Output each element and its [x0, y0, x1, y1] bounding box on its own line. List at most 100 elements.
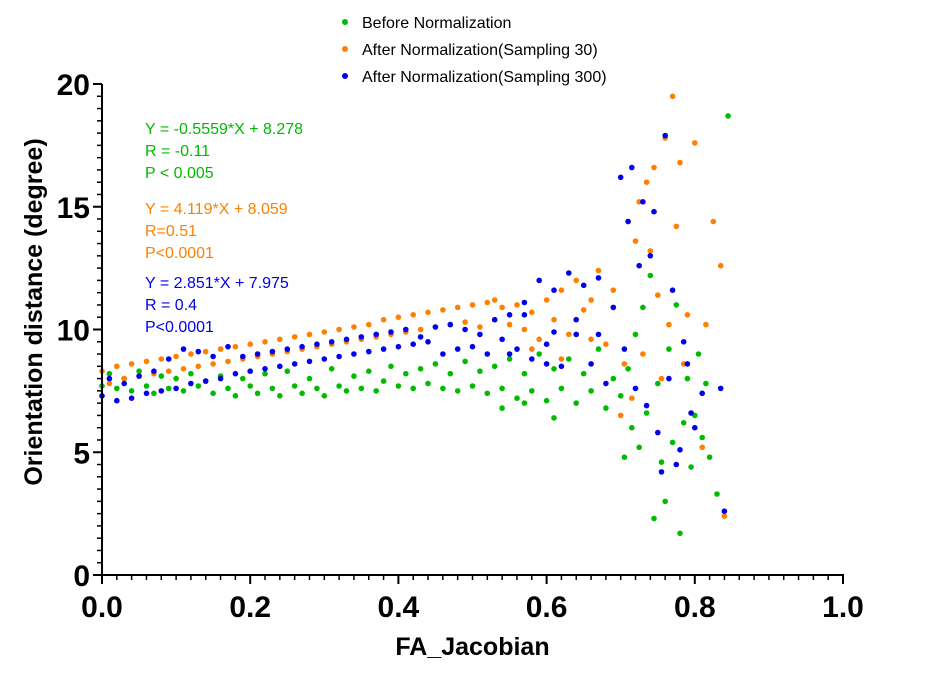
data-point [621, 346, 628, 352]
data-point [640, 199, 646, 205]
data-point [403, 326, 409, 333]
data-point [188, 351, 194, 357]
data-point [543, 297, 550, 303]
data-point [491, 297, 498, 303]
data-point [692, 140, 698, 146]
data-point [247, 383, 253, 389]
data-point [395, 314, 402, 321]
data-point [321, 329, 328, 335]
data-point [314, 385, 320, 392]
data-point [543, 397, 550, 404]
data-point [677, 530, 683, 537]
data-point [180, 346, 187, 352]
data-point [262, 370, 268, 377]
data-point [343, 388, 350, 394]
data-point [595, 346, 602, 352]
data-point [721, 513, 728, 519]
data-point [625, 218, 631, 225]
data-point [717, 262, 724, 269]
data-point [629, 395, 635, 402]
data-point [484, 351, 491, 357]
data-point [717, 385, 724, 392]
fit-stat-text: Y = 2.851*X + 7.975 [145, 275, 289, 292]
data-point [662, 132, 668, 139]
data-point [232, 343, 239, 350]
data-point [643, 410, 650, 416]
data-point [388, 363, 394, 370]
data-point [158, 356, 165, 362]
data-point [603, 405, 609, 411]
data-point [469, 302, 476, 308]
data-point [617, 393, 624, 399]
data-point [695, 351, 702, 357]
data-point [673, 302, 680, 308]
data-point [173, 353, 179, 360]
data-point [277, 363, 283, 370]
data-point [551, 329, 557, 335]
data-point [210, 353, 216, 360]
fit-stat-text: Y = -0.5559*X + 8.278 [145, 121, 303, 138]
fit-stat-text: Y = 4.119*X + 8.059 [145, 201, 288, 218]
data-point [499, 385, 505, 392]
data-point [658, 375, 665, 382]
data-point [640, 351, 646, 357]
data-point [454, 388, 461, 394]
data-point [595, 275, 602, 281]
data-point [573, 331, 579, 338]
data-point [180, 366, 187, 372]
data-point [658, 459, 665, 465]
data-point [351, 373, 357, 379]
data-point [588, 336, 594, 343]
data-point [114, 385, 120, 392]
data-point [629, 424, 635, 431]
data-point [432, 324, 439, 330]
data-point [277, 393, 283, 399]
data-point [566, 331, 572, 338]
legend-marker [342, 19, 348, 25]
data-point [128, 361, 135, 367]
data-point [417, 366, 424, 372]
data-point [499, 336, 505, 343]
data-point [617, 174, 624, 181]
data-point [180, 388, 187, 394]
data-point [284, 346, 291, 352]
data-point [677, 447, 683, 453]
data-point [202, 348, 209, 355]
series-3 [99, 132, 728, 514]
data-point [395, 343, 402, 350]
data-point [403, 370, 409, 377]
data-point [703, 380, 709, 387]
data-point [158, 388, 165, 394]
data-point [225, 358, 231, 365]
data-point [529, 346, 535, 352]
data-point [366, 321, 372, 328]
data-point [306, 375, 313, 382]
data-point [291, 334, 298, 340]
data-point [306, 331, 313, 338]
data-point [655, 380, 661, 387]
data-point [610, 375, 617, 382]
fit-stat-text: R = 0.4 [145, 297, 197, 314]
data-point [165, 385, 172, 392]
data-point [536, 336, 542, 343]
data-point [358, 385, 365, 392]
legend-marker [342, 73, 348, 79]
data-point [669, 287, 676, 294]
y-tick-label: 15 [57, 192, 90, 225]
x-tick-label: 0.0 [81, 591, 123, 624]
data-point [165, 368, 172, 375]
data-point [425, 309, 431, 316]
data-point [477, 324, 483, 330]
data-point [195, 383, 202, 389]
data-point [299, 390, 305, 397]
data-point [217, 346, 224, 352]
data-point [114, 363, 120, 370]
data-point [188, 370, 194, 377]
legend-marker [342, 46, 348, 52]
data-point [328, 366, 335, 372]
data-point [247, 368, 253, 375]
data-point [232, 393, 239, 399]
data-point [440, 351, 446, 357]
data-point [232, 370, 239, 377]
data-point [651, 515, 657, 522]
